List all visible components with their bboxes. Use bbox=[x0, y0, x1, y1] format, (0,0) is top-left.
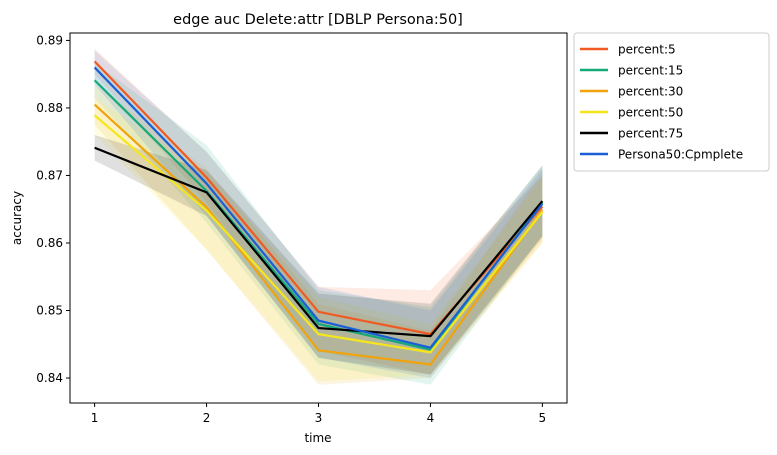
legend-label-5: Persona50:Cpmplete bbox=[618, 148, 743, 162]
x-tick-label: 2 bbox=[203, 411, 211, 425]
y-axis-title: accuracy bbox=[10, 191, 24, 245]
x-tick-label: 5 bbox=[539, 411, 547, 425]
legend: percent:5 percent:15 percent:30 percent:50 p… bbox=[573, 32, 770, 172]
y-tick-label: 0.86 bbox=[36, 236, 63, 250]
confidence-band-0 bbox=[94, 48, 543, 375]
y-tick-label: 0.89 bbox=[36, 33, 63, 47]
x-tick-label: 1 bbox=[91, 411, 99, 425]
series-line-3 bbox=[93, 114, 544, 354]
x-axis: 1 2 3 4 5 bbox=[91, 403, 546, 425]
legend-label-3: percent:50 bbox=[618, 106, 683, 120]
chart-title: edge auc Delete:attr [DBLP Persona:50] bbox=[173, 12, 463, 28]
legend-label-2: percent:30 bbox=[618, 85, 683, 99]
series-line-4 bbox=[94, 146, 544, 338]
x-axis-title: time bbox=[304, 431, 331, 445]
y-axis: 0.84 0.85 0.86 0.87 0.88 0.89 bbox=[36, 33, 70, 385]
series-line-5 bbox=[93, 66, 544, 349]
confidence-band-4 bbox=[94, 134, 543, 375]
x-tick-label: 4 bbox=[427, 411, 435, 425]
series-lines bbox=[93, 60, 544, 366]
series-line-2 bbox=[93, 103, 544, 366]
y-tick-label: 0.84 bbox=[36, 371, 63, 385]
x-tick-label: 3 bbox=[315, 411, 323, 425]
legend-label-1: percent:15 bbox=[618, 64, 683, 78]
y-tick-label: 0.87 bbox=[36, 168, 63, 182]
legend-label-4: percent:75 bbox=[618, 127, 683, 141]
legend-label-0: percent:5 bbox=[618, 43, 676, 57]
y-tick-label: 0.85 bbox=[36, 304, 63, 318]
legend-frame bbox=[573, 32, 770, 172]
y-tick-label: 0.88 bbox=[36, 101, 63, 115]
